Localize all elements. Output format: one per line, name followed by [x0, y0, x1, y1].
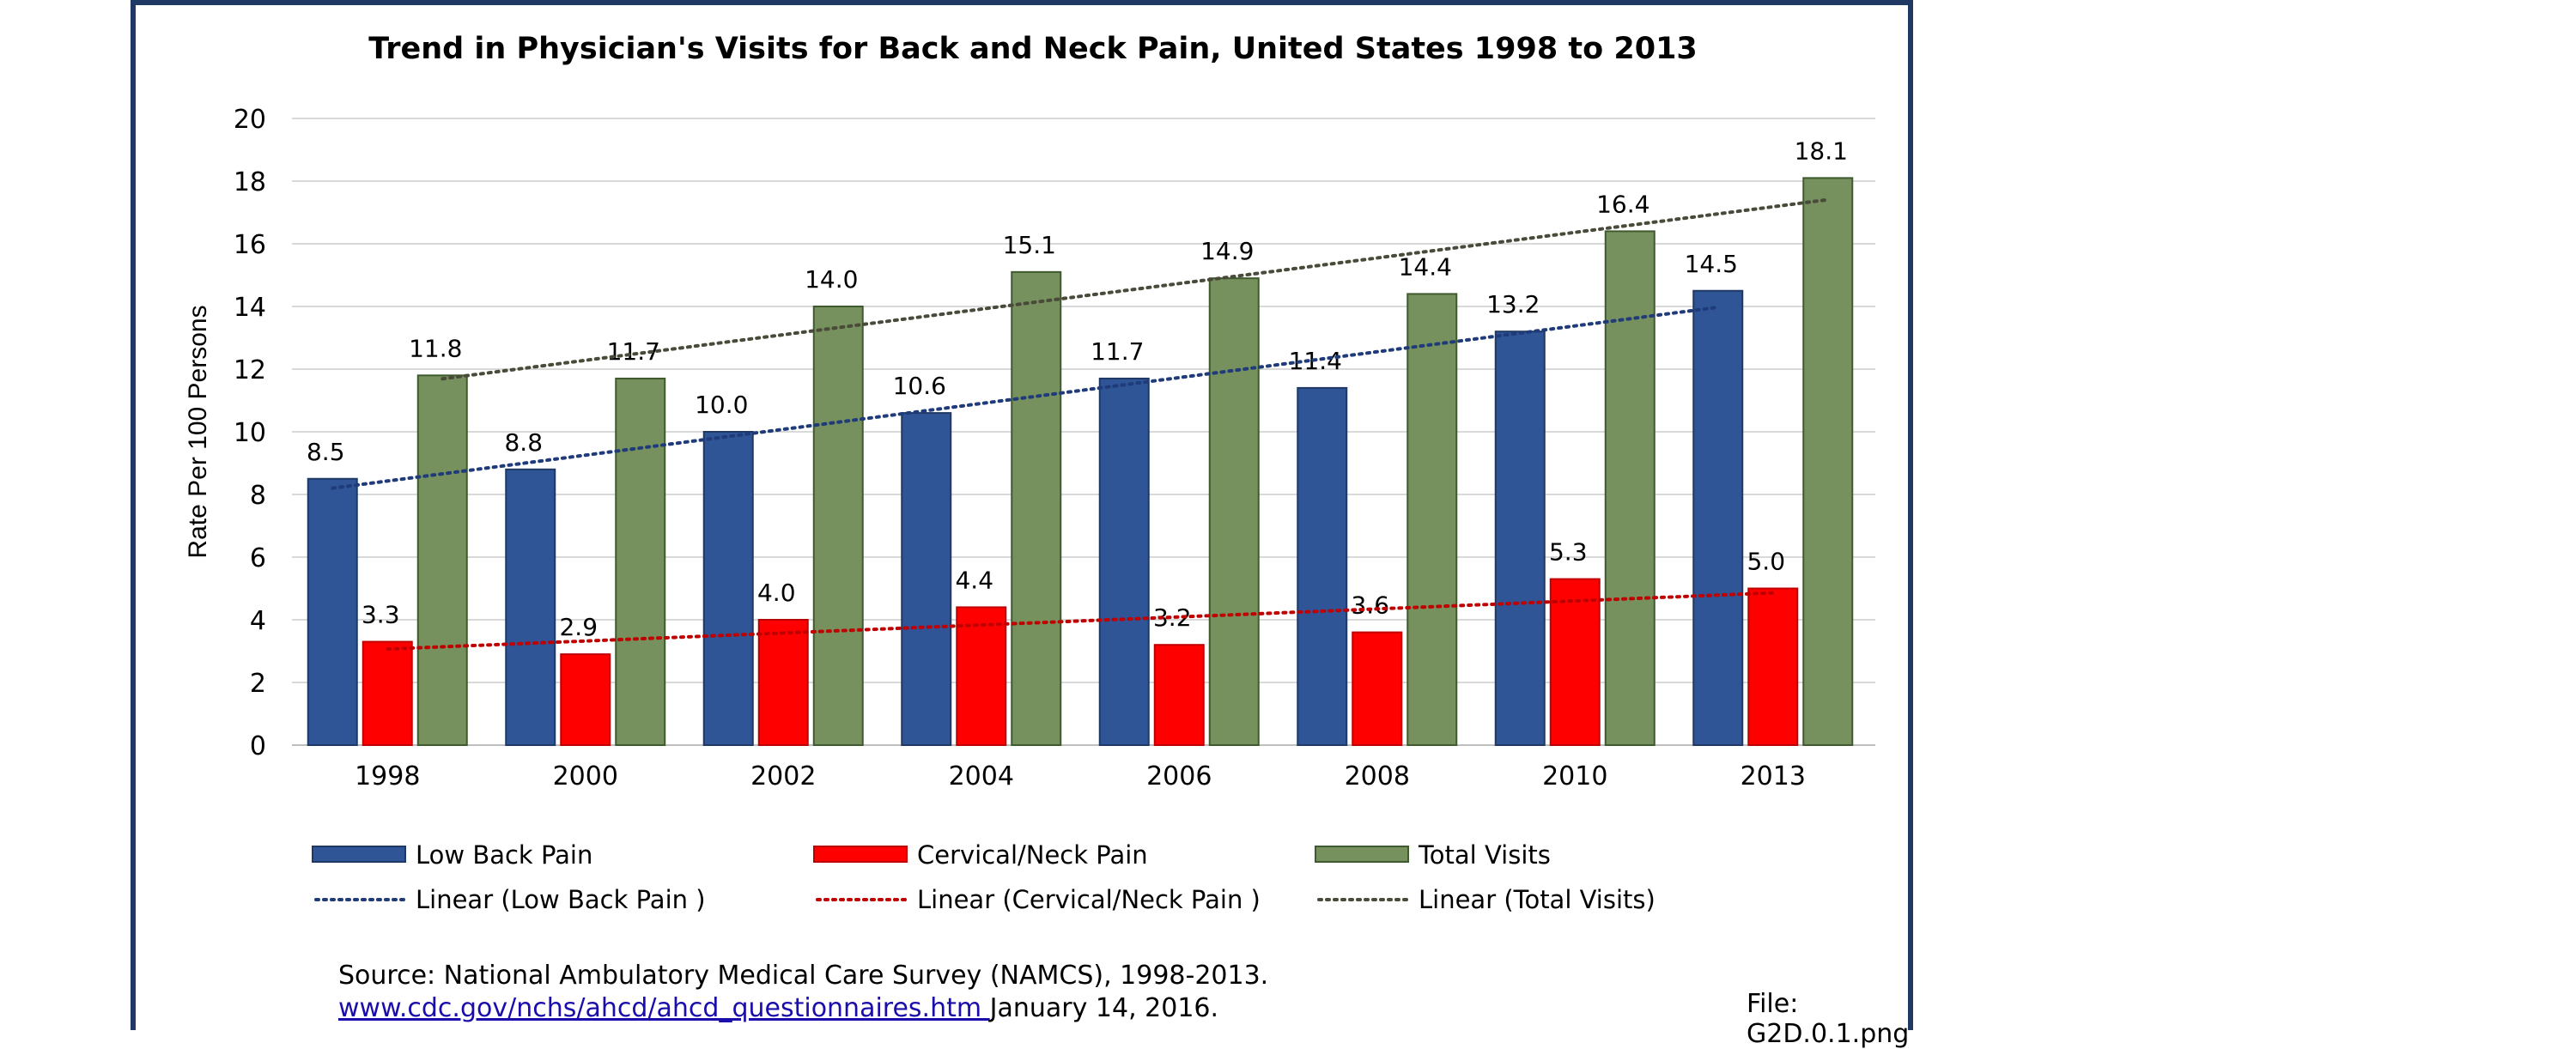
trendline: [440, 197, 1830, 381]
bar: [1747, 587, 1799, 746]
legend-label: Linear (Low Back Pain ): [416, 885, 706, 914]
x-tick-label: 2008: [1345, 761, 1410, 791]
y-tick-label: 6: [250, 543, 266, 573]
y-tick-label: 20: [234, 105, 266, 135]
y-axis-label: Rate Per 100 Persons: [184, 305, 212, 558]
data-label: 8.8: [504, 428, 543, 457]
bar: [757, 619, 809, 746]
y-tick-label: 12: [234, 355, 266, 385]
x-tick-label: 2013: [1741, 761, 1806, 791]
chart-canvas: Trend in Physician's Visits for Back and…: [184, 32, 1875, 914]
legend-label: Linear (Cervical/Neck Pain ): [917, 885, 1261, 914]
x-tick-label: 2000: [553, 761, 618, 791]
source-note: Source: National Ambulatory Medical Care…: [338, 960, 1268, 1025]
x-tick-label: 2006: [1146, 761, 1212, 791]
x-tick-label: 2010: [1542, 761, 1607, 791]
y-tick-label: 8: [250, 481, 266, 511]
x-tick-label: 2004: [949, 761, 1014, 791]
data-label: 2.9: [559, 613, 598, 641]
data-label: 14.0: [805, 265, 858, 294]
bar: [1352, 631, 1403, 746]
data-label: 5.0: [1747, 548, 1785, 576]
bar: [1549, 578, 1601, 746]
bar: [1802, 177, 1854, 747]
chart-panel: Trend in Physician's Visits for Back and…: [131, 0, 1913, 1049]
legend-label: Total Visits: [1418, 840, 1551, 870]
data-label: 3.3: [361, 601, 400, 629]
bar: [1208, 277, 1260, 746]
y-tick-label: 14: [234, 293, 266, 323]
source-date: January 14, 2016.: [989, 993, 1219, 1023]
bar: [1494, 330, 1546, 746]
legend-swatch: [813, 846, 908, 863]
y-tick-label: 2: [250, 669, 266, 699]
y-tick-label: 0: [250, 731, 266, 761]
bar: [1604, 230, 1656, 746]
bar: [560, 653, 611, 747]
chart-title: Trend in Physician's Visits for Back and…: [368, 32, 1698, 66]
bar: [702, 431, 754, 746]
bar: [901, 412, 952, 746]
data-label: 15.1: [1003, 231, 1056, 259]
data-label: 3.6: [1351, 591, 1389, 620]
bar: [812, 306, 864, 746]
data-label: 11.7: [1091, 337, 1144, 366]
data-label: 16.4: [1596, 190, 1649, 218]
data-label: 14.5: [1685, 250, 1738, 278]
source-link[interactable]: www.cdc.gov/nchs/ahcd/ahcd_questionnaire…: [338, 993, 990, 1023]
trendline: [331, 305, 1720, 490]
data-label: 13.2: [1486, 290, 1540, 318]
file-reference: File: G2D.0.1.png: [1747, 989, 1910, 1049]
bar: [1098, 377, 1150, 746]
bar: [1406, 293, 1458, 746]
data-label: 4.0: [757, 579, 796, 607]
data-label: 18.1: [1795, 136, 1848, 165]
x-tick-label: 1998: [355, 761, 420, 791]
bar: [956, 606, 1007, 747]
bar: [1297, 386, 1348, 746]
data-label: 14.4: [1399, 252, 1452, 281]
data-label: 11.8: [409, 334, 462, 362]
source-text: Source: National Ambulatory Medical Care…: [338, 961, 1269, 991]
bar: [1011, 270, 1062, 747]
trendline: [386, 591, 1775, 652]
data-label: 10.0: [695, 391, 748, 419]
data-label: 5.3: [1549, 538, 1588, 567]
bar: [1692, 289, 1744, 746]
legend-swatch: [1315, 846, 1409, 863]
y-tick-label: 10: [234, 418, 266, 448]
data-label: 8.5: [307, 438, 345, 466]
bar: [416, 374, 468, 746]
source-link-line: www.cdc.gov/nchs/ahcd/ahcd_questionnaire…: [338, 992, 1268, 1025]
legend-label: Linear (Total Visits): [1419, 885, 1656, 914]
bar: [361, 640, 413, 746]
y-tick-label: 4: [250, 606, 266, 636]
data-label: 4.4: [955, 566, 993, 594]
x-tick-label: 2002: [750, 761, 816, 791]
y-tick-label: 18: [234, 167, 266, 197]
data-label: 10.6: [893, 372, 946, 400]
legend-swatch: [312, 846, 406, 863]
bar: [1153, 644, 1205, 747]
legend-label: Cervical/Neck Pain: [917, 840, 1148, 870]
data-label: 14.9: [1200, 237, 1254, 265]
bar: [307, 477, 358, 746]
legend-label: Low Back Pain: [416, 840, 592, 870]
bar: [615, 377, 666, 746]
y-tick-label: 16: [234, 230, 266, 260]
bar: [505, 468, 556, 746]
